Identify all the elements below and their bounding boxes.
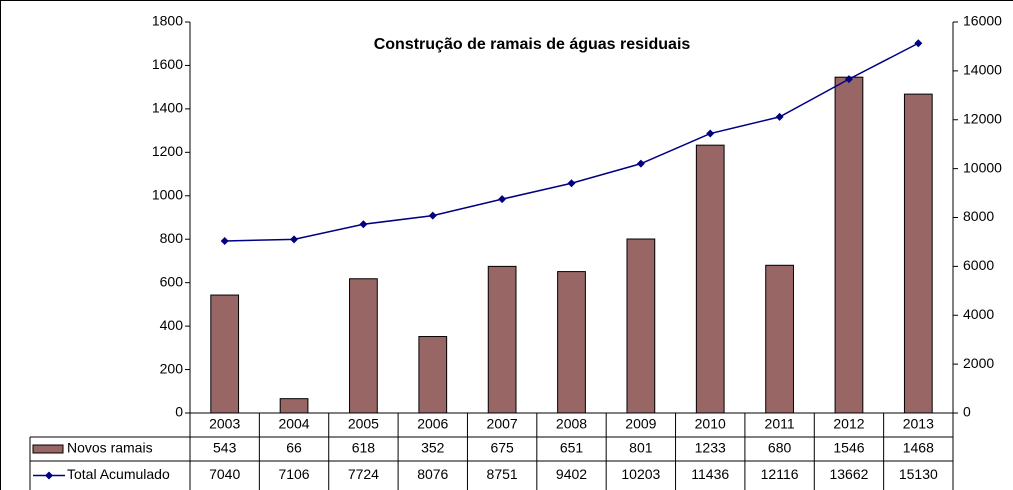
y2-tick-label: 8000 <box>963 208 994 224</box>
table-value: 8751 <box>487 466 518 482</box>
table-value: 675 <box>490 440 514 456</box>
x-tick-label: 2003 <box>209 416 240 432</box>
table-value: 651 <box>560 440 584 456</box>
bar <box>557 271 586 414</box>
line-marker <box>636 159 645 168</box>
table-value: 618 <box>352 440 376 456</box>
line-marker <box>498 195 507 204</box>
table-value: 15130 <box>899 466 938 482</box>
line-marker <box>359 220 368 229</box>
y-tick-label: 800 <box>160 230 184 246</box>
table-value: 352 <box>421 440 445 456</box>
table-value: 11436 <box>691 466 729 482</box>
line-marker <box>428 211 437 220</box>
legend-label: Novos ramais <box>67 440 153 456</box>
table-value: 66 <box>286 440 302 456</box>
y-tick-label: 1800 <box>152 13 183 29</box>
table-value: 7040 <box>209 466 240 482</box>
x-tick-label: 2010 <box>695 416 726 432</box>
legend-marker <box>45 471 53 480</box>
x-tick-label: 2006 <box>417 416 448 432</box>
table-value: 680 <box>768 440 792 456</box>
y2-tick-label: 12000 <box>963 110 1002 126</box>
bar <box>695 144 725 414</box>
y2-tick-label: 10000 <box>963 159 1002 175</box>
y-tick-label: 600 <box>160 273 184 289</box>
bar <box>903 93 933 414</box>
y2-tick-label: 6000 <box>963 257 994 273</box>
line-marker <box>290 235 299 244</box>
legend-label: Total Acumulado <box>67 466 170 482</box>
y-tick-label: 200 <box>160 360 184 376</box>
x-tick-label: 2011 <box>765 416 795 432</box>
table-value: 1468 <box>903 440 934 456</box>
x-tick-label: 2009 <box>625 416 656 432</box>
x-tick-label: 2012 <box>833 416 864 432</box>
y-tick-label: 1400 <box>152 100 183 116</box>
table-value: 801 <box>629 440 653 456</box>
line-marker <box>220 236 229 245</box>
legend-swatch <box>32 444 64 454</box>
y-tick-label: 400 <box>160 317 184 333</box>
bar <box>279 398 309 414</box>
bar <box>626 238 656 414</box>
table-value: 1546 <box>833 440 864 456</box>
bar <box>210 294 240 414</box>
x-tick-label: 2008 <box>556 416 587 432</box>
x-tick-label: 2005 <box>348 416 379 432</box>
bar <box>349 278 378 414</box>
y-tick-label: 1200 <box>152 143 183 159</box>
x-tick-label: 2007 <box>487 416 518 432</box>
x-tick-label: 2013 <box>903 416 934 432</box>
line-marker <box>706 129 715 138</box>
table-value: 7724 <box>348 466 379 482</box>
x-tick-label: 2004 <box>278 416 309 432</box>
table-value: 9402 <box>556 466 587 482</box>
bar <box>834 76 864 414</box>
line-marker <box>914 39 923 48</box>
table-value: 543 <box>213 440 237 456</box>
bar <box>487 265 517 414</box>
bar <box>418 336 448 414</box>
table-value: 1233 <box>695 440 726 456</box>
y2-tick-label: 4000 <box>963 306 994 322</box>
y2-tick-label: 16000 <box>963 13 1002 29</box>
y-tick-label: 1600 <box>152 56 183 72</box>
table-value: 13662 <box>829 466 868 482</box>
y-tick-label: 0 <box>175 404 183 420</box>
y2-tick-label: 14000 <box>963 62 1002 78</box>
line-marker <box>567 179 576 188</box>
table-value: 7106 <box>278 466 309 482</box>
chart-title: Construção de ramais de águas residuais <box>374 36 691 53</box>
table-value: 12116 <box>761 466 799 482</box>
table-value: 8076 <box>417 466 448 482</box>
table-value: 10203 <box>621 466 660 482</box>
line-marker <box>844 75 853 84</box>
line-marker <box>775 112 784 121</box>
bar <box>765 264 794 414</box>
y-tick-label: 1000 <box>152 186 183 202</box>
y2-tick-label: 2000 <box>963 355 994 371</box>
y2-tick-label: 0 <box>963 404 971 420</box>
